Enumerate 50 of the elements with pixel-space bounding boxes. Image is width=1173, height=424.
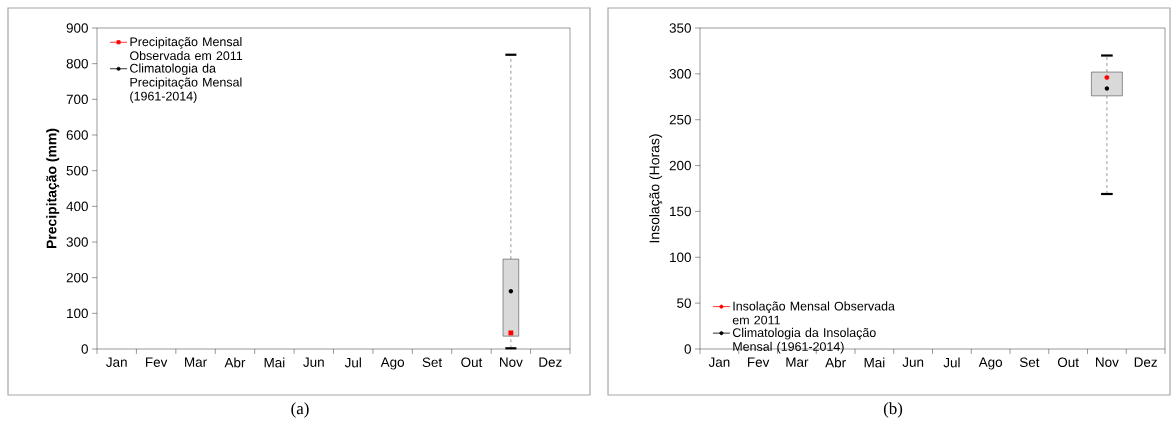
x-tick-label: Set bbox=[1019, 357, 1040, 368]
x-tick-label: Out bbox=[461, 357, 483, 368]
y-tick-label: 50 bbox=[677, 298, 691, 308]
x-tick-label: Mar bbox=[786, 357, 809, 367]
y-axis-title: Insolação (Horas) bbox=[649, 134, 663, 243]
legend-label: Precipitação Mensal Observada em 2011 bbox=[130, 36, 243, 61]
y-tick-label: 700 bbox=[66, 94, 88, 105]
x-tick-label: Mar bbox=[185, 357, 207, 367]
x-tick-label: Nov bbox=[500, 357, 523, 367]
x-tick-label: Abr bbox=[224, 357, 246, 368]
x-tick-label: Fev bbox=[748, 357, 770, 367]
y-tick-label: 800 bbox=[66, 58, 88, 69]
x-tick-label: Jun bbox=[902, 357, 924, 367]
y-tick-label: 300 bbox=[66, 237, 88, 247]
x-tick-label: Fev bbox=[146, 357, 168, 367]
x-tick-label: Nov bbox=[1096, 357, 1119, 367]
x-tick-label: Jul bbox=[344, 357, 361, 368]
y-tick-label: 600 bbox=[66, 130, 88, 140]
legend-label: Insolação Mensal Observada em 2011 bbox=[732, 301, 895, 325]
x-tick-label: Set bbox=[422, 357, 443, 368]
x-tick-label: Abr bbox=[825, 357, 846, 368]
y-tick-label: 300 bbox=[669, 69, 691, 79]
y-tick-label: 400 bbox=[66, 201, 88, 212]
x-tick-label: Jul bbox=[943, 357, 960, 368]
x-tick-label: Jan bbox=[106, 357, 127, 367]
x-tick-label: Jun bbox=[303, 357, 324, 367]
legend-label: Climatologia da Insolação Mensal (1961-2014) bbox=[732, 327, 876, 354]
y-tick-label: 350 bbox=[669, 23, 691, 33]
x-tick-label: Ago bbox=[380, 357, 405, 370]
y-tick-label: 200 bbox=[669, 160, 691, 171]
y-tick-label: 900 bbox=[66, 23, 88, 33]
y-tick-label: 250 bbox=[669, 114, 691, 125]
y-tick-label: 100 bbox=[67, 308, 88, 319]
x-tick-label: Mai bbox=[264, 357, 285, 368]
y-tick-label: 150 bbox=[670, 206, 691, 217]
x-tick-label: Jan bbox=[708, 357, 730, 367]
legend-label: Climatologia da Precipitação Mensal (1961-2014) bbox=[130, 63, 242, 103]
x-tick-label: Dez bbox=[539, 357, 562, 367]
y-tick-label: 0 bbox=[81, 344, 88, 354]
y-tick-label: 500 bbox=[66, 165, 88, 176]
y-tick-label: 0 bbox=[684, 344, 691, 354]
y-axis-title: Precipitação (mm) bbox=[46, 128, 60, 249]
text: (a) bbox=[291, 402, 309, 418]
y-tick-label: 200 bbox=[66, 272, 88, 283]
x-tick-label: Mai bbox=[864, 357, 885, 368]
text: (b) bbox=[883, 402, 903, 418]
x-tick-label: Dez bbox=[1134, 357, 1157, 367]
x-tick-label: Ago bbox=[978, 357, 1003, 370]
x-tick-label: Out bbox=[1057, 357, 1079, 368]
y-tick-label: 100 bbox=[670, 252, 691, 263]
